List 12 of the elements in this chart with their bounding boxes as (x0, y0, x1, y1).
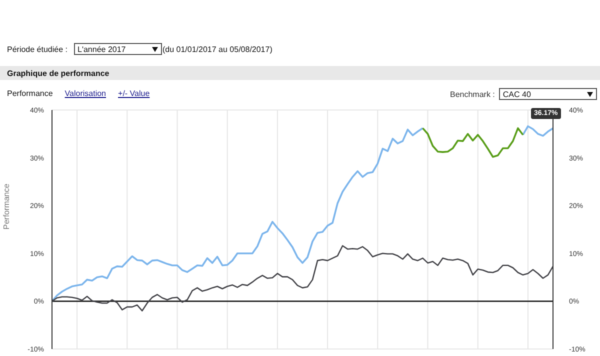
line-series (422, 127, 524, 158)
text: Performance (7, 89, 53, 98)
text: Benchmark : (450, 90, 495, 98)
chart-title: Graphique de performance (7, 68, 110, 78)
text: (du 01/01/2017 au 05/08/2017) (162, 44, 272, 54)
y-axis-title: Performance (2, 183, 11, 230)
text: CAC 40 (502, 90, 531, 98)
text: +/- Value (118, 89, 150, 98)
text: Période étudiée : (7, 44, 68, 54)
text: Valorisation (64, 89, 106, 98)
text: L'année 2017 (78, 44, 126, 54)
line-series (51, 245, 554, 312)
